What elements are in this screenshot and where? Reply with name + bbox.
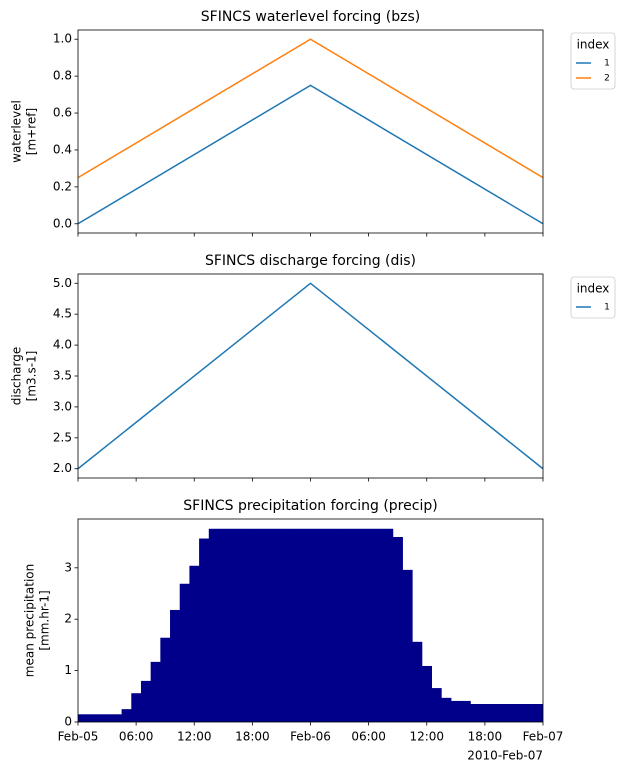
y-tick-label: 0.2 bbox=[53, 179, 72, 193]
line bbox=[78, 282, 543, 470]
bar bbox=[373, 528, 384, 722]
bar bbox=[179, 583, 190, 722]
y-axis-label: [m3.s-1] bbox=[25, 351, 39, 402]
bar bbox=[315, 528, 326, 722]
x-tick-label: 18:00 bbox=[468, 730, 503, 744]
bar bbox=[189, 565, 200, 722]
y-tick-label: 2.5 bbox=[53, 430, 72, 444]
chart-title: SFINCS precipitation forcing (precip) bbox=[183, 498, 437, 514]
bar bbox=[392, 536, 403, 722]
bar bbox=[199, 538, 210, 722]
y-tick-label: 0.8 bbox=[53, 69, 72, 83]
bar bbox=[276, 528, 287, 722]
bar bbox=[489, 704, 500, 722]
y-axis-label: waterlevel bbox=[10, 100, 24, 163]
y-tick-label: 3.0 bbox=[53, 399, 72, 413]
bar bbox=[208, 528, 219, 722]
legend-title: index bbox=[577, 282, 610, 296]
x-offset-label: 2010-Feb-07 bbox=[467, 749, 543, 763]
x-tick-label: 12:00 bbox=[177, 730, 212, 744]
bar bbox=[131, 693, 142, 722]
line bbox=[78, 38, 543, 179]
bar bbox=[354, 528, 365, 722]
y-tick-label: 0.4 bbox=[53, 142, 72, 156]
line bbox=[78, 84, 543, 225]
bar bbox=[305, 528, 316, 722]
bar bbox=[528, 704, 539, 722]
x-tick-label: 06:00 bbox=[119, 730, 154, 744]
bar bbox=[450, 700, 462, 722]
legend-label: 2 bbox=[604, 74, 610, 84]
bar bbox=[228, 528, 239, 722]
bar bbox=[295, 528, 307, 722]
bar bbox=[344, 528, 355, 722]
y-axis-label: discharge bbox=[10, 347, 24, 405]
legend-box bbox=[570, 32, 616, 90]
y-tick-label: 2.0 bbox=[53, 461, 72, 475]
bar bbox=[538, 704, 543, 722]
y-tick-label: 4.5 bbox=[53, 307, 72, 321]
bar bbox=[363, 528, 374, 722]
x-tick-label: 12:00 bbox=[409, 730, 444, 744]
x-tick-label: Feb-07 bbox=[523, 730, 564, 744]
bar bbox=[499, 704, 510, 722]
bar bbox=[460, 700, 471, 722]
bar bbox=[266, 528, 277, 722]
y-tick-label: 4.0 bbox=[53, 338, 72, 352]
bar bbox=[412, 641, 423, 722]
bar bbox=[237, 528, 248, 722]
bar bbox=[421, 665, 432, 722]
bar bbox=[441, 697, 452, 722]
x-tick-label: Feb-06 bbox=[290, 730, 331, 744]
axes-frame bbox=[77, 273, 544, 479]
bar bbox=[150, 661, 161, 722]
bar bbox=[334, 528, 345, 722]
chart-title: SFINCS discharge forcing (dis) bbox=[205, 253, 416, 269]
y-tick-label: 0.6 bbox=[53, 106, 72, 120]
y-tick-label: 0 bbox=[64, 715, 72, 729]
bar bbox=[383, 528, 394, 722]
bar bbox=[247, 528, 258, 722]
x-tick-label: Feb-05 bbox=[58, 730, 99, 744]
legend-label: 1 bbox=[604, 59, 610, 69]
y-tick-label: 1 bbox=[64, 663, 72, 677]
bar bbox=[78, 714, 84, 722]
y-tick-label: 3.5 bbox=[53, 369, 72, 383]
bar bbox=[286, 528, 297, 722]
bar bbox=[402, 569, 413, 722]
axes-frame bbox=[77, 29, 544, 234]
bar bbox=[509, 704, 520, 722]
bar bbox=[257, 528, 268, 722]
chart-title: SFINCS waterlevel forcing (bzs) bbox=[201, 9, 420, 25]
bar bbox=[102, 714, 113, 722]
bar bbox=[82, 714, 93, 722]
bar bbox=[121, 709, 132, 722]
y-tick-label: 3 bbox=[64, 560, 72, 574]
y-tick-label: 5.0 bbox=[53, 276, 72, 290]
y-tick-label: 1.0 bbox=[53, 32, 72, 46]
bar bbox=[325, 528, 336, 722]
bar bbox=[140, 680, 152, 722]
bar bbox=[111, 714, 122, 722]
y-tick-label: 2 bbox=[64, 612, 72, 626]
y-axis-label: mean precipitation bbox=[23, 564, 37, 677]
y-axis-label: [mm.hr-1] bbox=[38, 590, 52, 650]
legend-label: 1 bbox=[604, 303, 610, 313]
bar bbox=[480, 704, 491, 722]
bar bbox=[518, 704, 529, 722]
legend-title: index bbox=[577, 38, 610, 52]
axes-frame bbox=[77, 518, 544, 723]
x-tick-label: 06:00 bbox=[351, 730, 386, 744]
y-axis-label: [m+ref] bbox=[25, 108, 39, 155]
bar bbox=[170, 609, 181, 722]
bar bbox=[160, 637, 171, 722]
bar bbox=[92, 714, 103, 722]
bar bbox=[431, 688, 442, 722]
y-tick-label: 0.0 bbox=[53, 216, 72, 230]
bar bbox=[218, 528, 229, 722]
x-tick-label: 18:00 bbox=[235, 730, 270, 744]
bar bbox=[470, 704, 481, 722]
